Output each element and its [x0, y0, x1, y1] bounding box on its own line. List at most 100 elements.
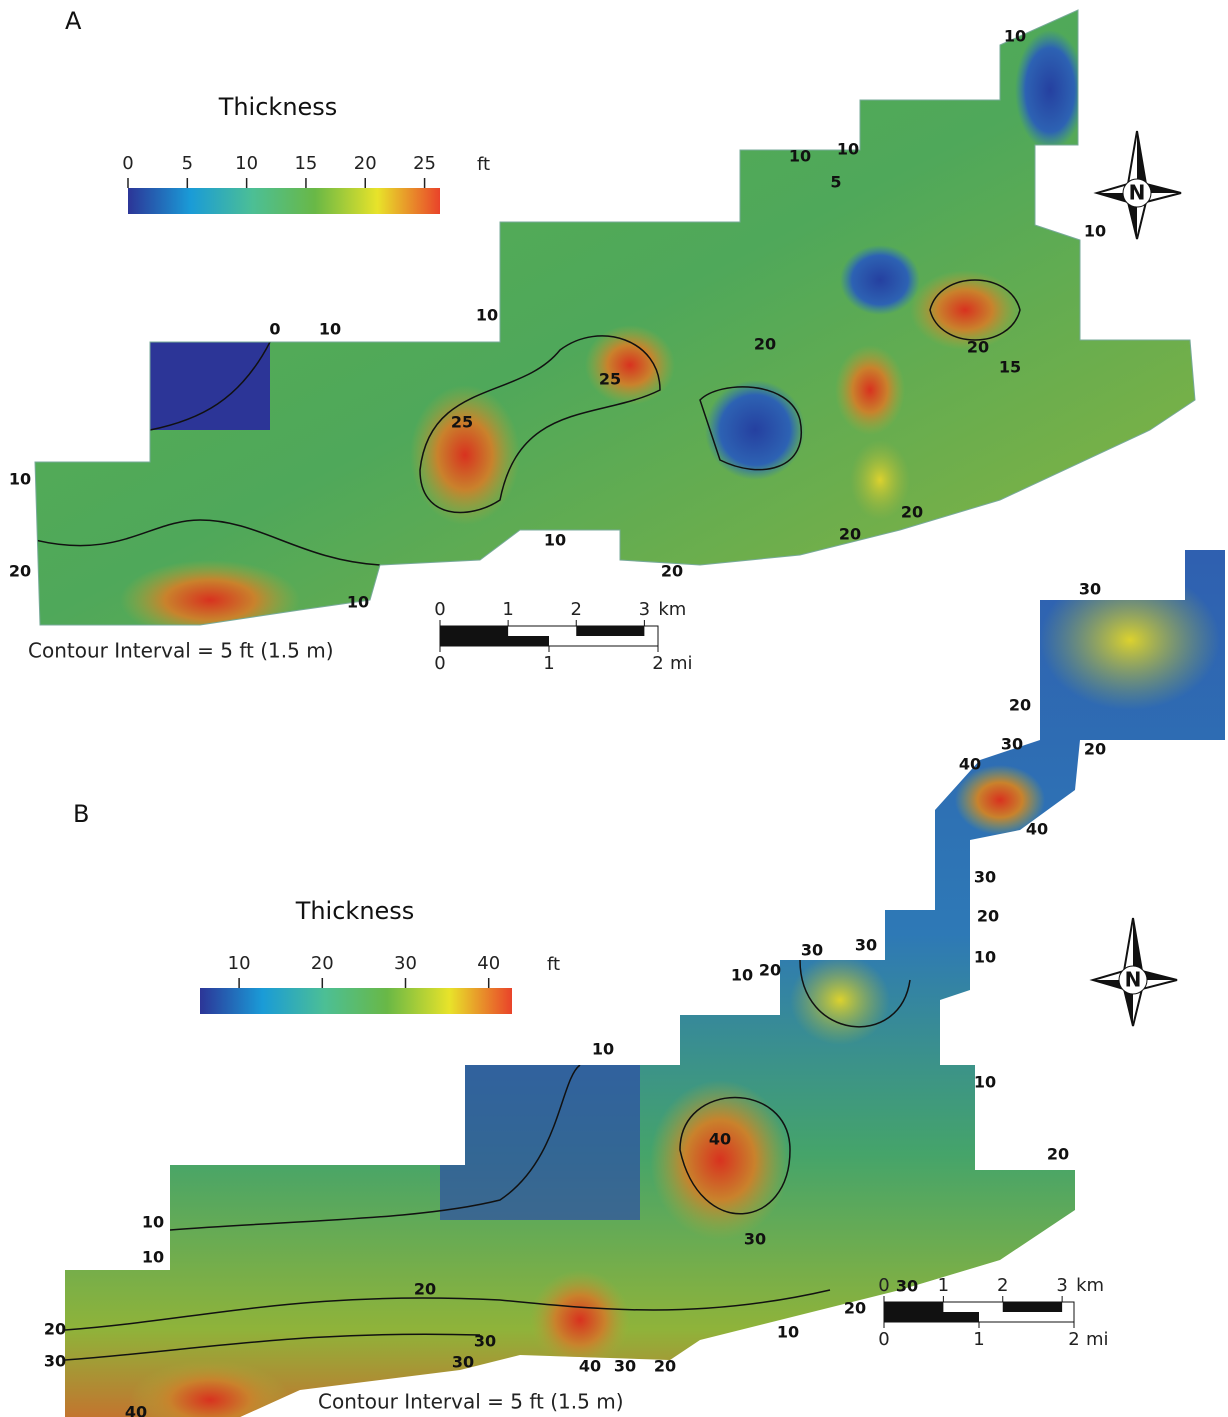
- contour-label: 10: [476, 306, 498, 325]
- scale-mi-label: 0: [878, 1329, 889, 1350]
- contour-label: 5: [830, 173, 841, 192]
- legend-tick-label: 10: [228, 953, 251, 974]
- scale-mi-label: 1: [973, 1329, 984, 1350]
- contour-label: 30: [474, 1332, 496, 1351]
- contour-label: 10: [731, 966, 753, 985]
- contour-label: 10: [544, 531, 566, 550]
- scale-mi-block: [884, 1312, 979, 1322]
- contour-label: 20: [967, 338, 989, 357]
- scale-km-label: 1: [938, 1275, 949, 1296]
- panel-label: A: [65, 7, 82, 35]
- legend-unit: ft: [547, 954, 560, 975]
- contour-label: 40: [959, 755, 981, 774]
- scale-km-label: 0: [878, 1275, 889, 1296]
- contour-label: 20: [977, 907, 999, 926]
- legend-unit: ft: [477, 154, 490, 175]
- contour-label: 30: [896, 1277, 918, 1296]
- scale-mi-label: 2: [652, 653, 663, 674]
- contour-label: 30: [452, 1353, 474, 1372]
- contour-label: 30: [801, 941, 823, 960]
- legend-tick-label: 30: [394, 953, 417, 974]
- contour-label: 20: [414, 1280, 436, 1299]
- contour-label: 20: [44, 1320, 66, 1339]
- contour-label: 30: [1079, 580, 1101, 599]
- compass: N: [1089, 917, 1178, 1027]
- compass-letter: N: [1125, 968, 1142, 992]
- contour-label: 20: [661, 562, 683, 581]
- legend-tick-label: 15: [294, 153, 317, 174]
- scale-km-block: [1002, 1302, 1063, 1312]
- contour-label: 10: [974, 1073, 996, 1092]
- contour-label: 20: [1084, 740, 1106, 759]
- legend-tick-label: 25: [413, 153, 436, 174]
- contour-label: 30: [1001, 735, 1023, 754]
- panel-label: B: [73, 800, 89, 828]
- contour-label: 10: [142, 1248, 164, 1267]
- legend-tick-label: 5: [182, 153, 193, 174]
- compass-center: [1118, 965, 1148, 995]
- contour-label: 20: [844, 1299, 866, 1318]
- scale-mi-unit: mi: [1086, 1329, 1109, 1350]
- contour-label: 30: [44, 1352, 66, 1371]
- scale-km-label: 3: [639, 599, 650, 620]
- contour-note: Contour Interval = 5 ft (1.5 m): [318, 1390, 624, 1414]
- scale-km-block: [576, 626, 645, 636]
- legend-title: Thickness: [295, 897, 415, 925]
- legend-tick-label: 10: [235, 153, 258, 174]
- contour-label: 10: [319, 320, 341, 339]
- contour-label: 20: [654, 1357, 676, 1376]
- contour-label: 0: [269, 320, 280, 339]
- contour-label: 10: [777, 1323, 799, 1342]
- contour-label: 30: [974, 868, 996, 887]
- contour-label: 20: [754, 335, 776, 354]
- contour-label: 15: [999, 358, 1021, 377]
- scale-km-label: 0: [434, 599, 445, 620]
- legend-tick-label: 20: [311, 953, 334, 974]
- contour-label: 10: [789, 147, 811, 166]
- contour-label: 30: [614, 1357, 636, 1376]
- contour-label: 25: [599, 370, 621, 389]
- contour-label: 30: [855, 936, 877, 955]
- contour-label: 10: [1084, 222, 1106, 241]
- color-bar: [128, 188, 440, 214]
- scale-km-unit: km: [1076, 1275, 1104, 1296]
- contour-label: 10: [9, 470, 31, 489]
- scale-mi-unit: mi: [670, 653, 693, 674]
- map-b: [65, 550, 1225, 1417]
- contour-label: 10: [974, 948, 996, 967]
- contour-label: 20: [759, 961, 781, 980]
- contour-label: 40: [125, 1403, 147, 1417]
- contour-label: 40: [709, 1130, 731, 1149]
- contour-label: 20: [1047, 1145, 1069, 1164]
- contour-label: 10: [1004, 27, 1026, 46]
- scale-mi-label: 2: [1068, 1329, 1079, 1350]
- scale-km-label: 3: [1056, 1275, 1067, 1296]
- contour-label: 40: [1026, 820, 1048, 839]
- contour-label: 20: [901, 503, 923, 522]
- scale-km-label: 2: [997, 1275, 1008, 1296]
- legend-tick-label: 20: [354, 153, 377, 174]
- contour-note: Contour Interval = 5 ft (1.5 m): [28, 639, 334, 663]
- contour-label: 20: [1009, 696, 1031, 715]
- compass-letter: N: [1129, 181, 1146, 205]
- scale-mi-block: [440, 636, 549, 646]
- scale-km-block: [440, 626, 509, 636]
- compass: N: [1093, 130, 1182, 240]
- contour-label: 10: [837, 140, 859, 159]
- scale-km-block: [884, 1302, 944, 1312]
- map-a: [35, 10, 1195, 625]
- scale-mi-label: 0: [434, 653, 445, 674]
- contour-label: 20: [9, 562, 31, 581]
- contour-label: 10: [592, 1040, 614, 1059]
- contour-label: 40: [579, 1357, 601, 1376]
- legend-tick-label: 40: [477, 953, 500, 974]
- legend-title: Thickness: [218, 93, 338, 121]
- scale-km-label: 1: [502, 599, 513, 620]
- contour-label: 10: [142, 1213, 164, 1232]
- color-bar: [200, 988, 512, 1014]
- legend-tick-label: 0: [122, 153, 133, 174]
- contour-label: 20: [839, 525, 861, 544]
- scale-mi-label: 1: [543, 653, 554, 674]
- contour-label: 25: [451, 413, 473, 432]
